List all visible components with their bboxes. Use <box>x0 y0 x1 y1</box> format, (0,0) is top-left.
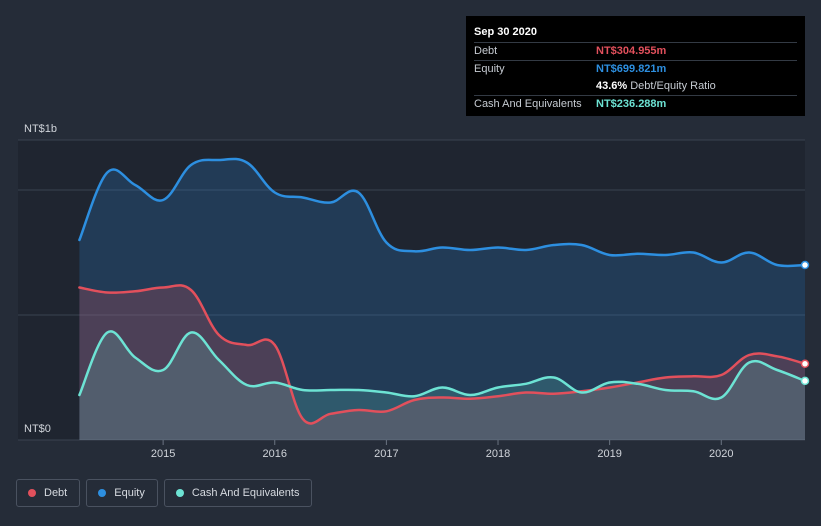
end-markers <box>800 260 810 386</box>
legend-label-debt: Debt <box>44 487 68 499</box>
cash-dot-icon <box>175 489 184 497</box>
debt-dot-icon <box>28 489 36 497</box>
debt-area <box>79 285 805 440</box>
legend-label-cash: Cash And Equivalents <box>191 487 300 499</box>
equity-area <box>79 158 805 441</box>
tooltip-equity-label: Equity <box>474 63 505 75</box>
data-tooltip: Sep 30 2020 Debt NT$304.955m Equity NT$6… <box>466 16 805 116</box>
debt-equity-chart: 2015 2016 2017 2018 2019 2020 NT$1b NT$0 <box>18 123 810 460</box>
tooltip-cash-label: Cash And Equivalents <box>474 98 582 110</box>
legend-item-equity[interactable]: Equity <box>86 479 158 507</box>
tooltip-cash-row: Cash And Equivalents NT$236.288m <box>474 95 797 113</box>
equity-end-marker <box>800 260 810 270</box>
chart-legend: Debt Equity Cash And Equivalents <box>16 479 313 507</box>
legend-label-equity: Equity <box>114 487 145 499</box>
x-tick-label-2017: 2017 <box>374 448 398 460</box>
debt-line <box>78 284 807 425</box>
equity-line <box>78 157 807 268</box>
tooltip-ratio-value: 43.6% <box>596 80 628 92</box>
cash-and-equivalents-end-marker <box>800 376 810 386</box>
x-tick-label-2019: 2019 <box>597 448 621 460</box>
x-axis: 2015 2016 2017 2018 2019 2020 <box>151 440 734 460</box>
tooltip-date: Sep 30 2020 <box>474 26 537 38</box>
tooltip-equity-value: NT$699.821m <box>596 63 667 75</box>
tooltip-debt-value: NT$304.955m <box>596 45 667 57</box>
cash-and-equivalents-area <box>79 331 805 440</box>
tooltip-ratio-label: Debt/Equity Ratio <box>630 80 716 92</box>
x-tick-label-2015: 2015 <box>151 448 175 460</box>
legend-item-cash[interactable]: Cash And Equivalents <box>163 479 313 507</box>
grid-lines <box>18 139 805 441</box>
y-tick-label-max: NT$1b <box>24 123 57 135</box>
x-tick-label-2016: 2016 <box>263 448 287 460</box>
x-tick-label-2020: 2020 <box>709 448 733 460</box>
series-areas <box>79 158 805 441</box>
tooltip-debt-row: Debt NT$304.955m <box>474 42 797 60</box>
legend-item-debt[interactable]: Debt <box>16 479 81 507</box>
x-tick-label-2018: 2018 <box>486 448 510 460</box>
tooltip-debt-label: Debt <box>474 45 498 57</box>
equity-dot-icon <box>98 489 107 497</box>
debt-end-marker <box>800 359 810 369</box>
y-tick-label-zero: NT$0 <box>24 423 51 435</box>
tooltip-cash-value: NT$236.288m <box>596 98 667 110</box>
series-lines <box>78 157 807 425</box>
tooltip-ratio-row: 43.6% Debt/Equity Ratio <box>474 78 797 95</box>
cash-and-equivalents-line <box>78 330 807 401</box>
tooltip-equity-row: Equity NT$699.821m <box>474 60 797 78</box>
